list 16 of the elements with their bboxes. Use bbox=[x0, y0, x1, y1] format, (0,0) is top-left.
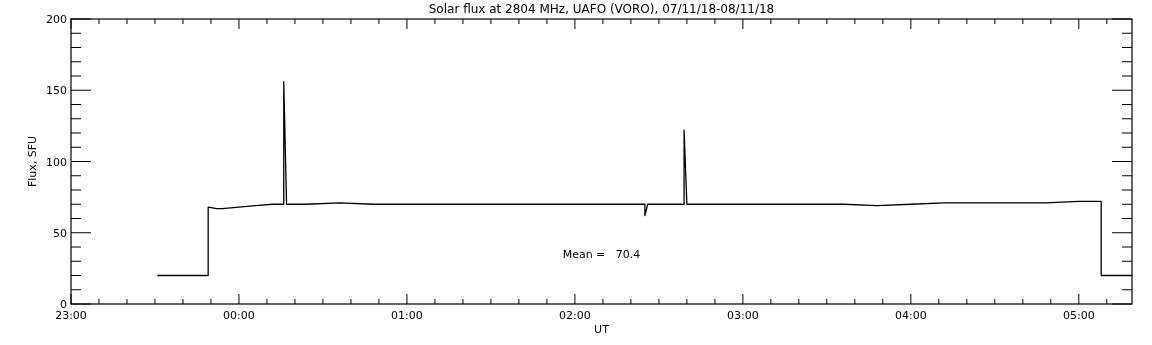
x-tick-label: 23:00 bbox=[55, 309, 87, 322]
y-tick-label: 50 bbox=[53, 226, 67, 240]
annotation: Mean = 70.4 bbox=[562, 248, 641, 262]
x-tick-label: 03:00 bbox=[727, 309, 759, 322]
x-tick-label: 04:00 bbox=[894, 309, 927, 322]
y-axis-title: Flux, SFU bbox=[26, 135, 39, 188]
chart-title: Solar flux at 2804 MHz, UAFO (VORO), 07/11/18-08/11/18 bbox=[428, 2, 775, 16]
x-tick-label: 01:00 bbox=[391, 309, 423, 322]
x-tick-label: 02:00 bbox=[559, 309, 591, 322]
x-axis-title: UT bbox=[594, 323, 610, 336]
y-tick-label: 200 bbox=[46, 13, 67, 26]
y-tick-label: 100 bbox=[46, 155, 67, 169]
y-tick-label: 150 bbox=[46, 84, 67, 98]
x-tick-label: 00:00 bbox=[223, 309, 255, 322]
y-tick-label: 0 bbox=[60, 298, 67, 311]
x-tick-label: 05:00 bbox=[1062, 309, 1095, 322]
